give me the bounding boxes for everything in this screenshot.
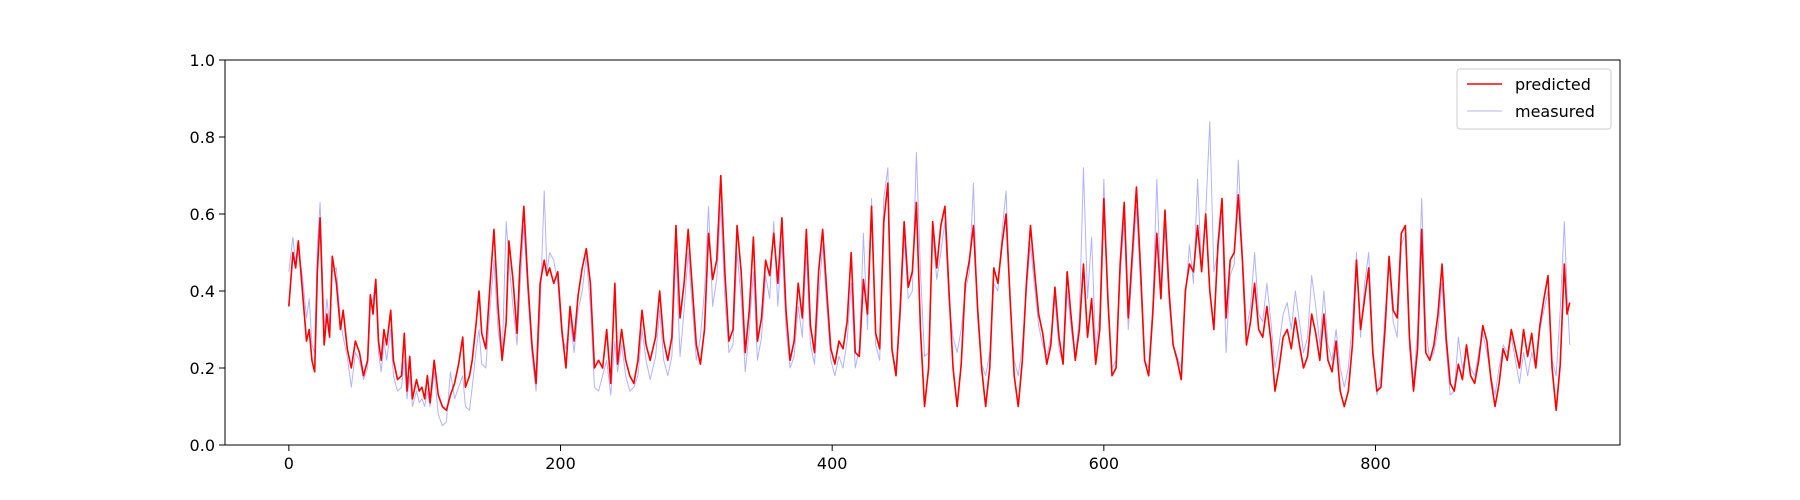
series-line-predicted: [288, 174, 1571, 412]
plot-area: [224, 59, 1621, 446]
legend-label-predicted: predicted: [1515, 75, 1591, 94]
x-tick-label: 600: [1089, 454, 1120, 473]
plot-frame: [224, 59, 1621, 446]
x-tick-label: 200: [545, 454, 576, 473]
legend-label-measured: measured: [1515, 102, 1595, 121]
y-tick-label: 0.2: [190, 359, 215, 378]
y-tick-label: 0.8: [190, 128, 215, 147]
y-tick-label: 0.0: [190, 436, 215, 455]
series-layer: [288, 121, 1571, 427]
y-tick-label: 0.6: [190, 205, 215, 224]
x-tick-label: 400: [817, 454, 848, 473]
y-tick-label: 0.4: [190, 282, 215, 301]
y-axis: 0.0 0.2 0.4 0.6 0.8 1.0: [190, 51, 225, 455]
legend: predicted measured: [1456, 68, 1612, 130]
series-line-measured: [288, 121, 1571, 427]
x-tick-label: 0: [284, 454, 294, 473]
x-tick-label: 800: [1360, 454, 1391, 473]
y-tick-label: 1.0: [190, 51, 215, 70]
x-axis: 0 200 400 600 800: [284, 445, 1391, 473]
